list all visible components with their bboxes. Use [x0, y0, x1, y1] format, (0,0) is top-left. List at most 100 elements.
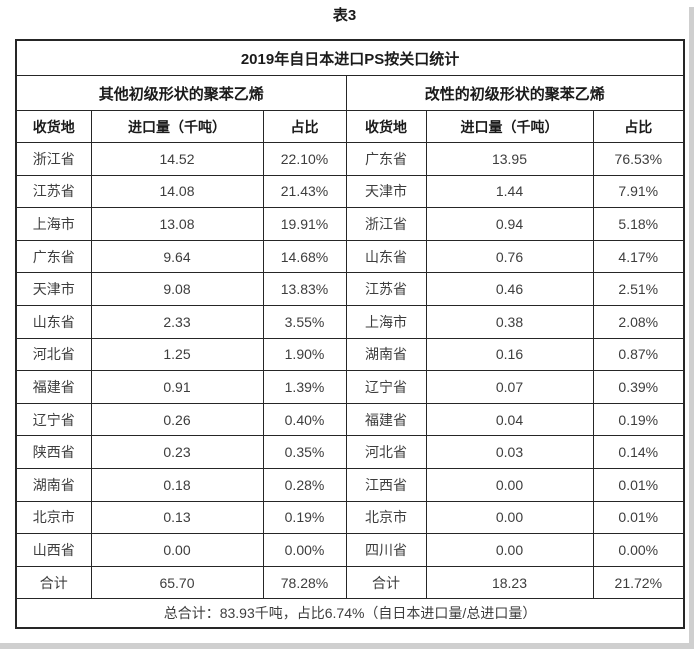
table-row: 江苏省 14.08 21.43% 天津市 1.44 7.91%	[15, 174, 685, 209]
volume-cell-left: 9.64	[90, 239, 264, 274]
share-cell-right: 76.53%	[592, 142, 685, 176]
share-cell-left: 0.28%	[262, 467, 347, 502]
table-row: 上海市 13.08 19.91% 浙江省 0.94 5.18%	[15, 207, 685, 241]
region-cell-left: 湖南省	[15, 467, 92, 502]
share-cell-right: 2.08%	[592, 304, 685, 339]
share-cell-right: 0.01%	[592, 467, 685, 502]
share-cell-left: 13.83%	[262, 272, 347, 306]
volume-cell-left: 14.52	[90, 142, 264, 176]
volume-cell-left: 9.08	[90, 272, 264, 306]
region-cell-left: 江苏省	[15, 174, 92, 209]
share-cell-left: 22.10%	[262, 142, 347, 176]
region-cell-left: 上海市	[15, 207, 92, 241]
total-share-right: 21.72%	[592, 565, 685, 600]
volume-cell-left: 0.26	[90, 402, 264, 437]
region-cell-left: 陕西省	[15, 435, 92, 469]
share-cell-left: 21.43%	[262, 174, 347, 209]
region-cell-right: 福建省	[345, 402, 427, 437]
col-header-volume-left: 进口量（千吨）	[90, 110, 264, 143]
volume-cell-left: 0.13	[90, 500, 264, 535]
col-header-share-right: 占比	[592, 110, 685, 143]
region-cell-left: 天津市	[15, 272, 92, 306]
region-cell-left: 北京市	[15, 500, 92, 535]
share-cell-left: 19.91%	[262, 207, 347, 241]
share-cell-right: 4.17%	[592, 239, 685, 274]
region-cell-left: 山东省	[15, 304, 92, 339]
share-cell-left: 1.90%	[262, 337, 347, 372]
volume-cell-left: 0.00	[90, 533, 264, 567]
volume-cell-right: 0.00	[425, 533, 594, 567]
volume-cell-right: 1.44	[425, 174, 594, 209]
table-row: 北京市 0.13 0.19% 北京市 0.00 0.01%	[15, 500, 685, 535]
volume-cell-left: 0.23	[90, 435, 264, 469]
total-share-left: 78.28%	[262, 565, 347, 600]
region-cell-left: 广东省	[15, 239, 92, 274]
region-cell-right: 山东省	[345, 239, 427, 274]
col-header-region-left: 收货地	[15, 110, 92, 143]
table-row: 山西省 0.00 0.00% 四川省 0.00 0.00%	[15, 533, 685, 567]
volume-cell-right: 0.16	[425, 337, 594, 372]
volume-cell-right: 0.38	[425, 304, 594, 339]
total-label-right: 合计	[345, 565, 427, 600]
region-cell-right: 湖南省	[345, 337, 427, 372]
region-cell-right: 上海市	[345, 304, 427, 339]
col-header-volume-right: 进口量（千吨）	[425, 110, 594, 143]
table-row: 福建省 0.91 1.39% 辽宁省 0.07 0.39%	[15, 370, 685, 404]
volume-cell-left: 1.25	[90, 337, 264, 372]
grand-total-row: 总合计：83.93千吨，占比6.74%（自日本进口量/总进口量）	[15, 598, 685, 629]
region-cell-right: 四川省	[345, 533, 427, 567]
volume-cell-left: 2.33	[90, 304, 264, 339]
import-stats-table: 2019年自日本进口PS按关口统计 其他初级形状的聚苯乙烯 改性的初级形状的聚苯…	[15, 39, 686, 630]
share-cell-left: 0.35%	[262, 435, 347, 469]
share-cell-right: 0.00%	[592, 533, 685, 567]
table-row: 山东省 2.33 3.55% 上海市 0.38 2.08%	[15, 304, 685, 339]
share-cell-right: 7.91%	[592, 174, 685, 209]
share-cell-left: 3.55%	[262, 304, 347, 339]
table-row: 天津市 9.08 13.83% 江苏省 0.46 2.51%	[15, 272, 685, 306]
total-label-left: 合计	[15, 565, 92, 600]
group-header-other-ps: 其他初级形状的聚苯乙烯	[15, 75, 347, 111]
volume-cell-right: 0.76	[425, 239, 594, 274]
region-cell-left: 辽宁省	[15, 402, 92, 437]
col-header-region-right: 收货地	[345, 110, 427, 143]
volume-cell-right: 13.95	[425, 142, 594, 176]
table-row: 陕西省 0.23 0.35% 河北省 0.03 0.14%	[15, 435, 685, 469]
region-cell-right: 天津市	[345, 174, 427, 209]
region-cell-right: 北京市	[345, 500, 427, 535]
table-row: 湖南省 0.18 0.28% 江西省 0.00 0.01%	[15, 467, 685, 502]
share-cell-right: 2.51%	[592, 272, 685, 306]
share-cell-left: 0.19%	[262, 500, 347, 535]
region-cell-left: 福建省	[15, 370, 92, 404]
volume-cell-left: 14.08	[90, 174, 264, 209]
table-row: 辽宁省 0.26 0.40% 福建省 0.04 0.19%	[15, 402, 685, 437]
share-cell-left: 14.68%	[262, 239, 347, 274]
share-cell-right: 0.39%	[592, 370, 685, 404]
region-cell-left: 河北省	[15, 337, 92, 372]
share-cell-right: 0.87%	[592, 337, 685, 372]
total-volume-left: 65.70	[90, 565, 264, 600]
region-cell-right: 江苏省	[345, 272, 427, 306]
grand-total-text: 总合计：83.93千吨，占比6.74%（自日本进口量/总进口量）	[15, 598, 685, 629]
volume-cell-right: 0.03	[425, 435, 594, 469]
total-volume-right: 18.23	[425, 565, 594, 600]
region-cell-left: 山西省	[15, 533, 92, 567]
volume-cell-right: 0.46	[425, 272, 594, 306]
share-cell-right: 0.19%	[592, 402, 685, 437]
volume-cell-right: 0.04	[425, 402, 594, 437]
share-cell-right: 0.14%	[592, 435, 685, 469]
region-cell-right: 辽宁省	[345, 370, 427, 404]
group-header-modified-ps: 改性的初级形状的聚苯乙烯	[345, 75, 685, 111]
volume-cell-right: 0.00	[425, 467, 594, 502]
col-header-share-left: 占比	[262, 110, 347, 143]
region-cell-right: 河北省	[345, 435, 427, 469]
share-cell-left: 1.39%	[262, 370, 347, 404]
share-cell-left: 0.40%	[262, 402, 347, 437]
volume-cell-right: 0.94	[425, 207, 594, 241]
page-title: 表3	[332, 7, 357, 24]
volume-cell-right: 0.07	[425, 370, 594, 404]
region-cell-right: 广东省	[345, 142, 427, 176]
volume-cell-left: 13.08	[90, 207, 264, 241]
share-cell-right: 5.18%	[592, 207, 685, 241]
table-title: 2019年自日本进口PS按关口统计	[15, 39, 685, 76]
table-row: 河北省 1.25 1.90% 湖南省 0.16 0.87%	[15, 337, 685, 372]
